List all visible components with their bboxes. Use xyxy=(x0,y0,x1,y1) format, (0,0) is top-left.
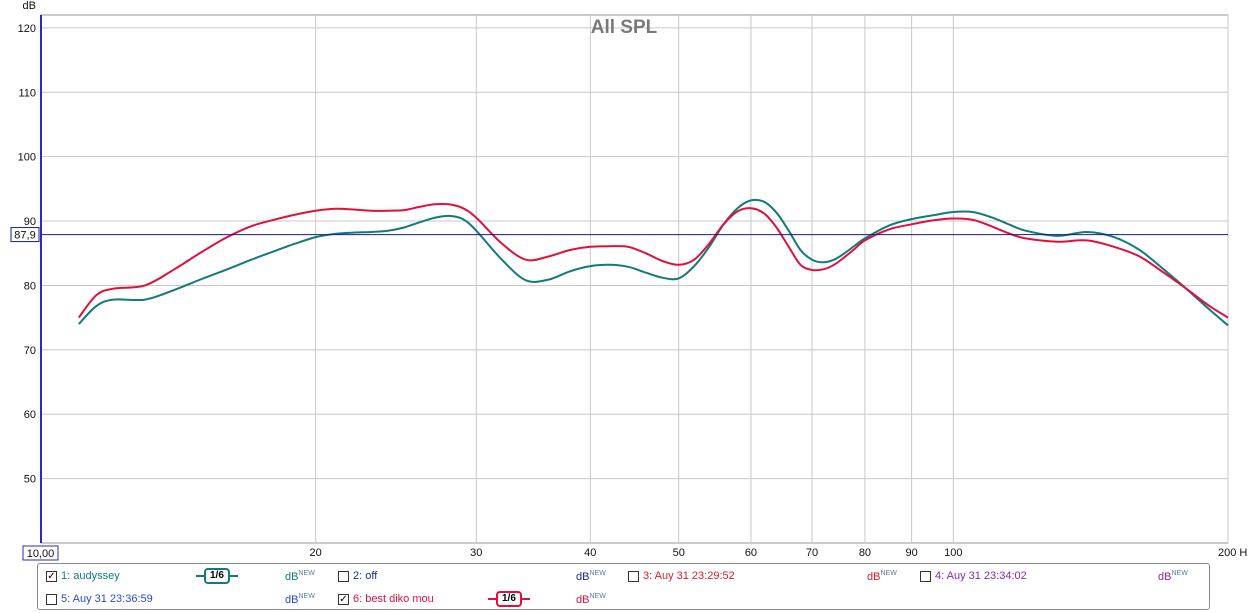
x-tick-label: 90 xyxy=(905,547,917,559)
unit-aug31-232952: dBNEW xyxy=(867,570,897,583)
smoothing-best-diko-mou[interactable]: 1/6 xyxy=(488,591,530,607)
legend-item-off[interactable]: 2: off xyxy=(338,570,377,582)
y-tick-label: 70 xyxy=(24,345,36,357)
y-tick-label: 90 xyxy=(24,216,36,228)
unit-best-diko-mou: dBNEW xyxy=(576,593,606,606)
checkbox-aug31-233402[interactable] xyxy=(920,570,931,582)
checkbox-aug31-232952[interactable] xyxy=(628,570,639,582)
checkbox-aug31-233659[interactable] xyxy=(46,593,57,605)
legend-label-audyssey: 1: audyssey xyxy=(61,570,120,582)
smoothing-audyssey[interactable]: 1/6 xyxy=(196,568,238,584)
x-tick-label: 40 xyxy=(584,547,596,559)
y-tick-label: 120 xyxy=(18,23,36,35)
y-tick-label: 50 xyxy=(24,474,36,486)
x-tick-label: 100 xyxy=(944,547,962,559)
reference-label-box xyxy=(10,227,40,243)
legend-item-audyssey[interactable]: ✓ 1: audyssey xyxy=(46,570,120,582)
plot-area xyxy=(40,14,1229,544)
checkbox-off[interactable] xyxy=(338,570,349,582)
series-line-best-diko-mou xyxy=(78,202,1229,319)
x-tick-label: 20 xyxy=(310,547,322,559)
y-tick-label: 110 xyxy=(18,87,36,99)
legend-label-aug31-233659: 5: Auy 31 23:36:59 xyxy=(61,593,153,605)
legend-item-best-diko-mou[interactable]: ✓ 6: best diko mou xyxy=(338,593,434,605)
checkbox-audyssey[interactable]: ✓ xyxy=(46,570,57,582)
x-tick-label: 200 Hz xyxy=(1218,547,1248,559)
unit-aug31-233402: dBNEW xyxy=(1158,570,1188,583)
y-tick-label: 100 xyxy=(18,152,36,164)
x-start-box xyxy=(22,545,59,561)
unit-aug31-233659: dBNEW xyxy=(285,593,315,606)
y-tick-label: 60 xyxy=(24,409,36,421)
legend-label-aug31-233402: 4: Auy 31 23:34:02 xyxy=(935,570,1027,582)
y-axis-label: dB xyxy=(23,0,36,12)
series-line-audyssey xyxy=(78,198,1229,327)
chart-title: All SPL xyxy=(591,17,658,38)
reference-label: 87,9 xyxy=(14,230,35,242)
smoothing-label-best-diko-mou: 1/6 xyxy=(496,591,522,607)
unit-audyssey: dBNEW xyxy=(285,570,315,583)
legend-label-aug31-232952: 3: Auy 31 23:29:52 xyxy=(643,570,735,582)
x-tick-label: 80 xyxy=(859,547,871,559)
legend-label-off: 2: off xyxy=(353,570,378,582)
x-tick-label: 50 xyxy=(673,547,685,559)
x-tick-label: 60 xyxy=(745,547,757,559)
y-tick-label: 80 xyxy=(24,280,36,292)
legend-label-best-diko-mou: 6: best diko mou xyxy=(353,593,434,605)
x-tick-label: 70 xyxy=(806,547,818,559)
x-tick-label: 30 xyxy=(470,547,482,559)
smoothing-label-audyssey: 1/6 xyxy=(204,568,230,584)
legend-item-aug31-233659[interactable]: 5: Auy 31 23:36:59 xyxy=(46,593,153,605)
legend-item-aug31-232952[interactable]: 3: Auy 31 23:29:52 xyxy=(628,570,735,582)
legend-item-aug31-233402[interactable]: 4: Auy 31 23:34:02 xyxy=(920,570,1027,582)
x-start-label: 10,00 xyxy=(27,548,55,560)
checkbox-best-diko-mou[interactable]: ✓ xyxy=(338,593,349,605)
unit-off: dBNEW xyxy=(576,570,606,583)
spl-chart: 50 60 70 80 90 100 110 120 20 30 40 50 60 70 80 90 100 2… xyxy=(10,0,1248,561)
legend: ✓ 1: audyssey 1/6 dBNEW 2: off dBNEW 3: … xyxy=(37,563,1210,610)
